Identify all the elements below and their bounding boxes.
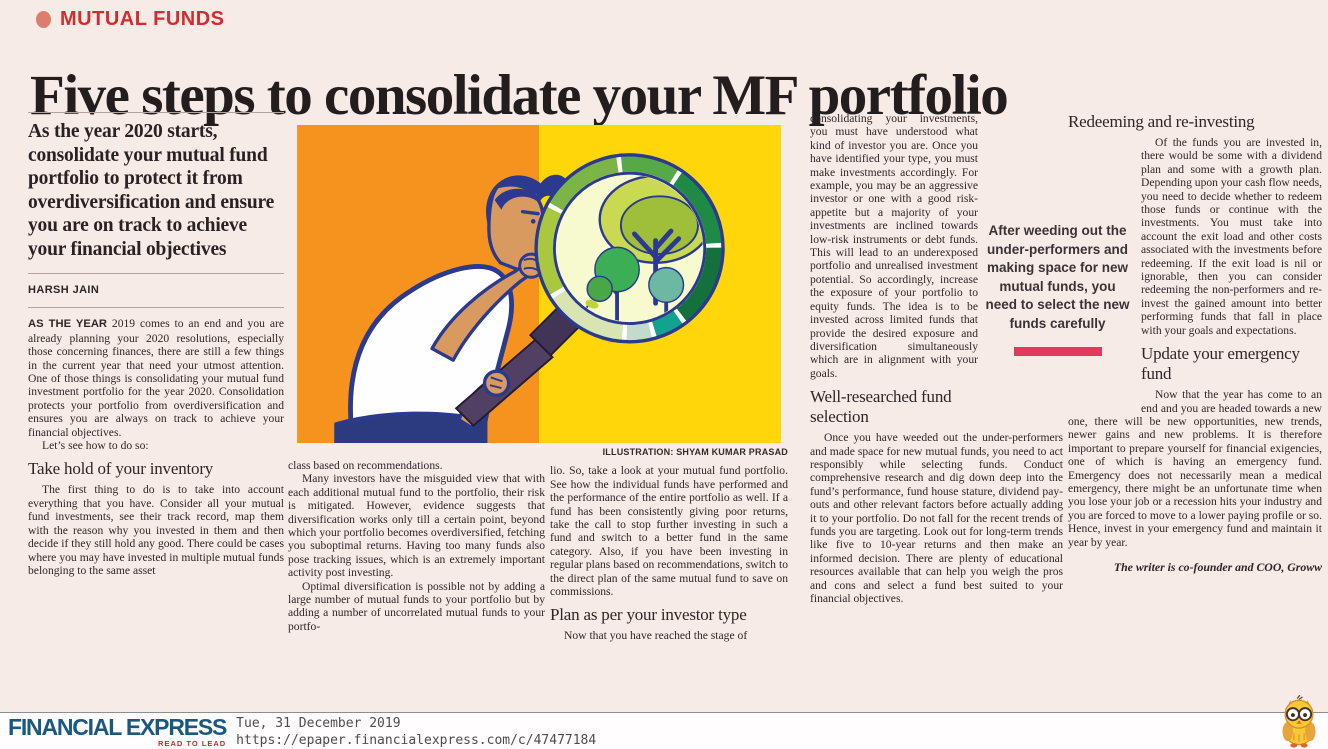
paragraph: Let’s see how to do so: — [42, 439, 149, 453]
column-1: As the year 2020 starts, consolidate you… — [28, 112, 284, 577]
section-heading-emergency-fund: Update your emergency fund — [1141, 344, 1300, 384]
magnifying-glass-illustration — [288, 125, 790, 443]
pull-quote-text: After weeding out the under-performers a… — [985, 223, 1130, 331]
illustration-credit: ILLUSTRATION: SHYAM KUMAR PRASAD — [602, 447, 788, 457]
pull-quote-bar — [1013, 347, 1102, 356]
article-headline: Five steps to consolidate your MF portfo… — [30, 64, 1009, 128]
footer-meta: Tue, 31 December 2019 https://epaper.fin… — [236, 715, 596, 749]
paragraph: Of the funds you are invested in, there … — [1068, 136, 1322, 337]
owl-mascot-icon[interactable] — [1273, 694, 1325, 749]
writer-credit: The writer is co-founder and COO, Groww — [1113, 559, 1322, 574]
divider — [28, 307, 284, 309]
column-4: consolidating your investments, you must… — [810, 112, 1063, 605]
paragraph: Once you have weeded out the under-perfo… — [810, 431, 1063, 605]
epaper-footer: FINANCIAL EXPRESS READ TO LEAD Tue, 31 D… — [0, 712, 1328, 749]
paragraph: lio. So, take a look at your mutual fund… — [550, 464, 788, 599]
divider — [28, 273, 284, 274]
section-heading-redeeming: Redeeming and re-investing — [1068, 112, 1255, 131]
paragraph-text: consolidating your investments, you must… — [810, 112, 978, 380]
pull-quote: After weeding out the under-performers a… — [985, 222, 1130, 356]
logo-tagline: READ TO LEAD — [158, 738, 227, 748]
paragraph: consolidating your investments, you must… — [810, 112, 1063, 380]
kicker-label: MUTUAL FUNDS — [60, 8, 225, 30]
epaper-url[interactable]: https://epaper.financialexpress.com/c/47… — [236, 732, 597, 748]
kicker-dot-icon — [36, 11, 51, 28]
byline: HARSH JAIN — [28, 284, 100, 296]
paragraph: Optimal diversification is possible not … — [288, 579, 545, 633]
section-kicker: MUTUAL FUNDS — [36, 8, 225, 31]
logo-wordmark: FINANCIAL EXPRESS — [8, 713, 227, 740]
section-heading-inventory: Take hold of your inventory — [28, 459, 214, 479]
newspaper-logo: FINANCIAL EXPRESS READ TO LEAD — [8, 713, 227, 748]
section-heading-fund-selection: Well-researched fund selection — [810, 387, 952, 427]
paragraph: class based on recommendations. — [288, 459, 443, 472]
section-heading-investor-type: Plan as per your investor type — [550, 605, 747, 625]
column-5: Redeeming and re-investing Of the funds … — [1068, 112, 1322, 574]
standfirst: As the year 2020 starts, consolidate you… — [28, 121, 275, 260]
paragraph: Many investors have the misguided view t… — [288, 472, 545, 580]
edition-date: Tue, 31 December 2019 — [236, 715, 401, 731]
paragraph: Now that the year has come to an end and… — [1068, 388, 1322, 549]
paragraph: AS THE YEAR 2019 comes to an end and you… — [28, 308, 284, 439]
column-3: ILLUSTRATION: SHYAM KUMAR PRASAD lio. So… — [550, 446, 788, 643]
paragraph: The first thing to do is to take into ac… — [28, 483, 284, 577]
divider — [28, 112, 284, 113]
paragraph-text: Of the funds you are invested in, there … — [1141, 136, 1322, 337]
column-2: class based on recommendations. Many inv… — [288, 459, 545, 633]
lead-in: AS THE YEAR — [28, 318, 108, 331]
paragraph: Now that you have reached the stage of — [564, 629, 748, 643]
paragraph-text: 2019 comes to an end and you are already… — [28, 317, 284, 439]
